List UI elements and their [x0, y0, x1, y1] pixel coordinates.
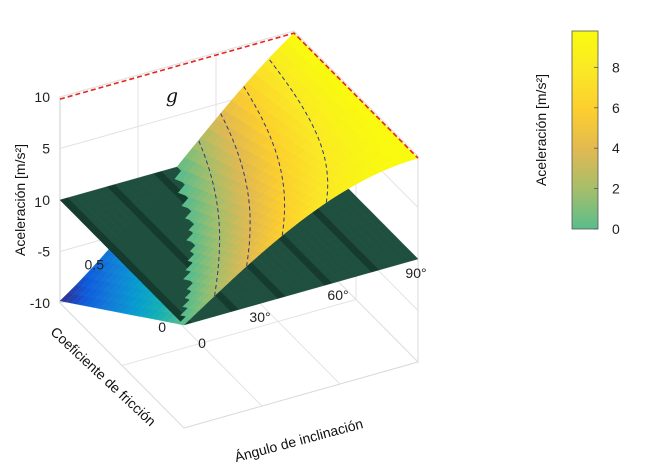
theta-tick-label: 0	[198, 335, 206, 351]
colorbar-tick-label: 6	[612, 100, 620, 116]
contour-line	[268, 58, 329, 203]
z-axis-label: Aceleración [m/s²]	[12, 144, 28, 256]
z-tick-label: -10	[30, 295, 50, 311]
mu-tick-label: 0.5	[85, 257, 105, 273]
colorbar-bar	[571, 30, 599, 230]
z-tick-label: -5	[38, 244, 51, 260]
colorbar-tick-label: 8	[612, 59, 620, 75]
g-reference-line	[59, 32, 419, 159]
colorbar-tick-label: 0	[612, 221, 620, 237]
colorbar: 0 2 4 6 8 Aceleración [m/s²]	[533, 30, 620, 237]
surface-layer	[59, 32, 419, 326]
g-annotation: g	[166, 85, 178, 107]
contour-line	[220, 113, 251, 267]
theta-tick-label: 90°	[405, 265, 426, 281]
z-tick-label: 0	[42, 192, 50, 208]
mu-tick-label: 0	[158, 319, 166, 335]
z-tick-label: 10	[34, 89, 50, 105]
x-axis-label: Ángulo de inclinación	[233, 415, 365, 465]
overlay-layer	[59, 32, 419, 296]
theta-tick-label: 30°	[249, 309, 270, 325]
z-tick-label: 5	[42, 141, 50, 157]
colorbar-label: Aceleración [m/s²]	[533, 74, 549, 186]
mu-tick-label: 1	[34, 194, 42, 210]
colorbar-tick-label: 4	[612, 140, 620, 156]
theta-tick-label: 60°	[327, 287, 348, 303]
contour-line	[243, 86, 286, 236]
colorbar-tick-label: 2	[612, 181, 620, 197]
